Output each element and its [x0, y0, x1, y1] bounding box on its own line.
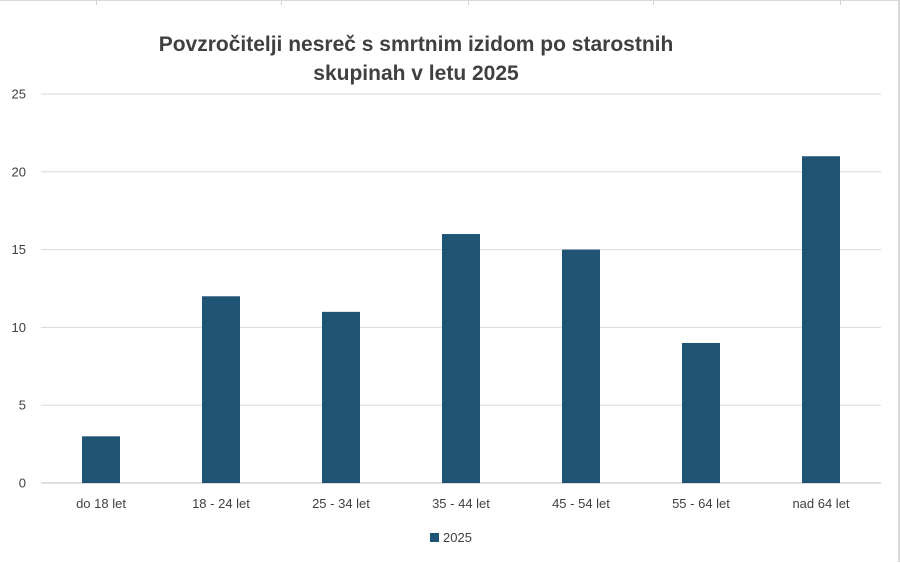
y-tick-label: 5 [19, 398, 26, 413]
legend: 2025 [430, 530, 472, 545]
bar [322, 311, 360, 483]
column-grid-marks [0, 1, 900, 5]
x-tick-label: do 18 let [76, 496, 126, 511]
bar [682, 342, 720, 483]
chart-title-line-1: Povzročitelji nesreč s smrtnim izidom po… [158, 33, 674, 56]
bar [442, 234, 480, 483]
chart-title: Povzročitelji nesreč s smrtnim izidom po… [60, 30, 772, 88]
x-tick-label: 25 - 34 let [312, 496, 370, 511]
x-tick-label: 35 - 44 let [432, 496, 490, 511]
x-tick-label: 45 - 54 let [552, 496, 610, 511]
y-tick-label: 0 [19, 476, 26, 491]
bar [562, 249, 600, 483]
bar [82, 436, 120, 483]
y-tick-label: 20 [12, 164, 26, 179]
legend-label: 2025 [443, 530, 472, 545]
legend-swatch [430, 533, 439, 542]
y-tick-label: 15 [12, 242, 26, 257]
y-tick-label: 25 [12, 87, 26, 102]
chart-title-line-2: skupinah v letu 2025 [313, 62, 519, 85]
x-tick-label: nad 64 let [792, 496, 849, 511]
bar [202, 296, 240, 483]
bar [802, 156, 840, 484]
x-tick-label: 18 - 24 let [192, 496, 250, 511]
y-tick-label: 10 [12, 320, 26, 335]
x-tick-label: 55 - 64 let [672, 496, 730, 511]
